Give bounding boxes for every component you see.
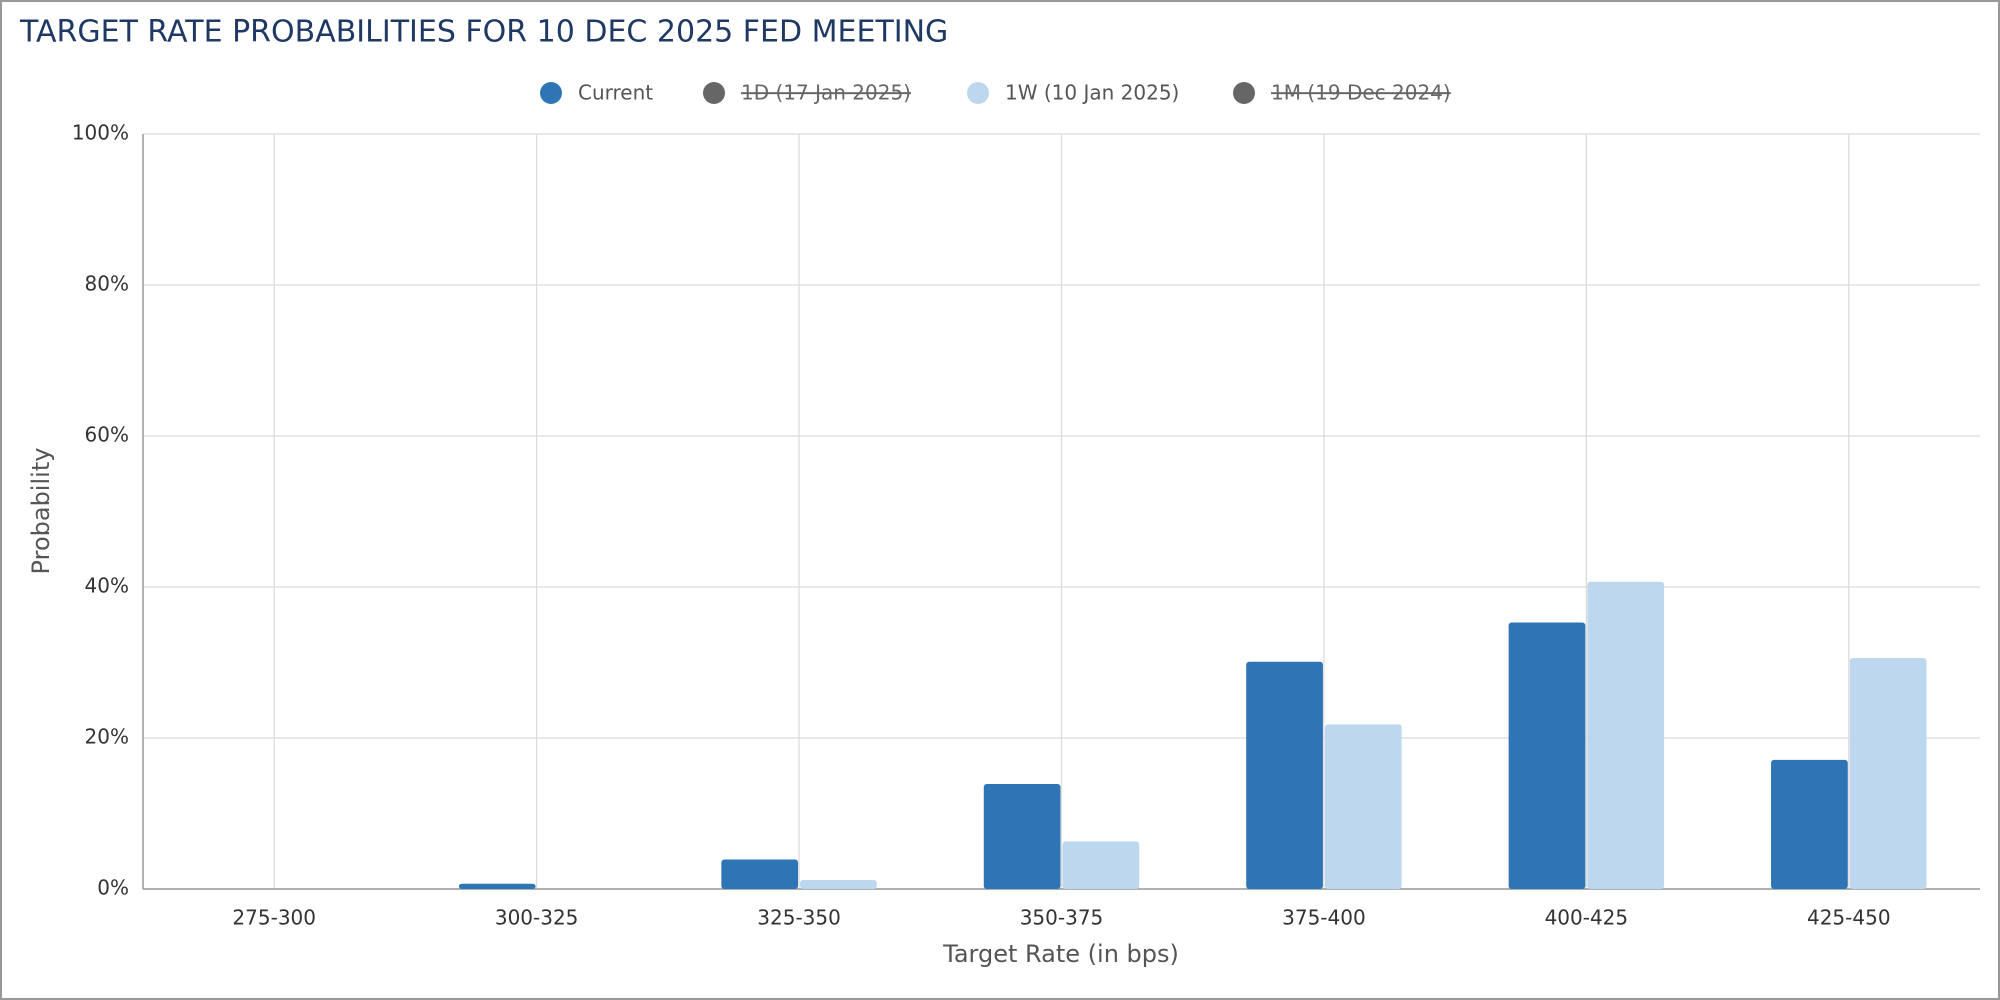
x-tick-label: 275-300	[232, 906, 316, 930]
x-tick-label: 350-375	[1020, 906, 1104, 930]
x-tick-label: 400-425	[1545, 906, 1629, 930]
bar	[1246, 661, 1323, 889]
legend-marker[interactable]	[1233, 82, 1255, 104]
bar	[1508, 622, 1586, 889]
y-tick-label: 40%	[85, 574, 129, 598]
x-axis-label: Target Rate (in bps)	[942, 940, 1179, 968]
bar	[458, 883, 536, 889]
y-tick-label: 60%	[85, 423, 129, 447]
x-tick-label: 325-350	[757, 906, 841, 930]
x-tick-label: 300-325	[495, 906, 579, 930]
y-tick-label: 100%	[72, 121, 129, 145]
legend-marker[interactable]	[703, 82, 725, 104]
y-axis-label: Probability	[27, 448, 55, 575]
bar	[1849, 657, 1927, 889]
y-tick-label: 80%	[85, 272, 129, 296]
legend-label[interactable]: 1M (19 Dec 2024)	[1271, 81, 1451, 105]
bar	[1587, 581, 1665, 889]
chart-title: TARGET RATE PROBABILITIES FOR 10 DEC 202…	[19, 15, 948, 50]
bar	[721, 859, 799, 889]
legend-label[interactable]: Current	[578, 81, 653, 105]
bar	[1324, 724, 1402, 889]
bar	[1062, 841, 1140, 889]
legend-label[interactable]: 1W (10 Jan 2025)	[1005, 81, 1179, 105]
x-tick-label: 375-400	[1282, 906, 1366, 930]
x-tick-label: 425-450	[1807, 906, 1891, 930]
legend-marker[interactable]	[540, 82, 562, 104]
bar	[800, 879, 877, 889]
bar	[983, 784, 1061, 889]
bar	[1771, 759, 1848, 889]
y-tick-label: 0%	[97, 876, 129, 900]
y-tick-label: 20%	[85, 725, 129, 749]
legend-label[interactable]: 1D (17 Jan 2025)	[741, 81, 911, 105]
legend-marker[interactable]	[967, 82, 989, 104]
